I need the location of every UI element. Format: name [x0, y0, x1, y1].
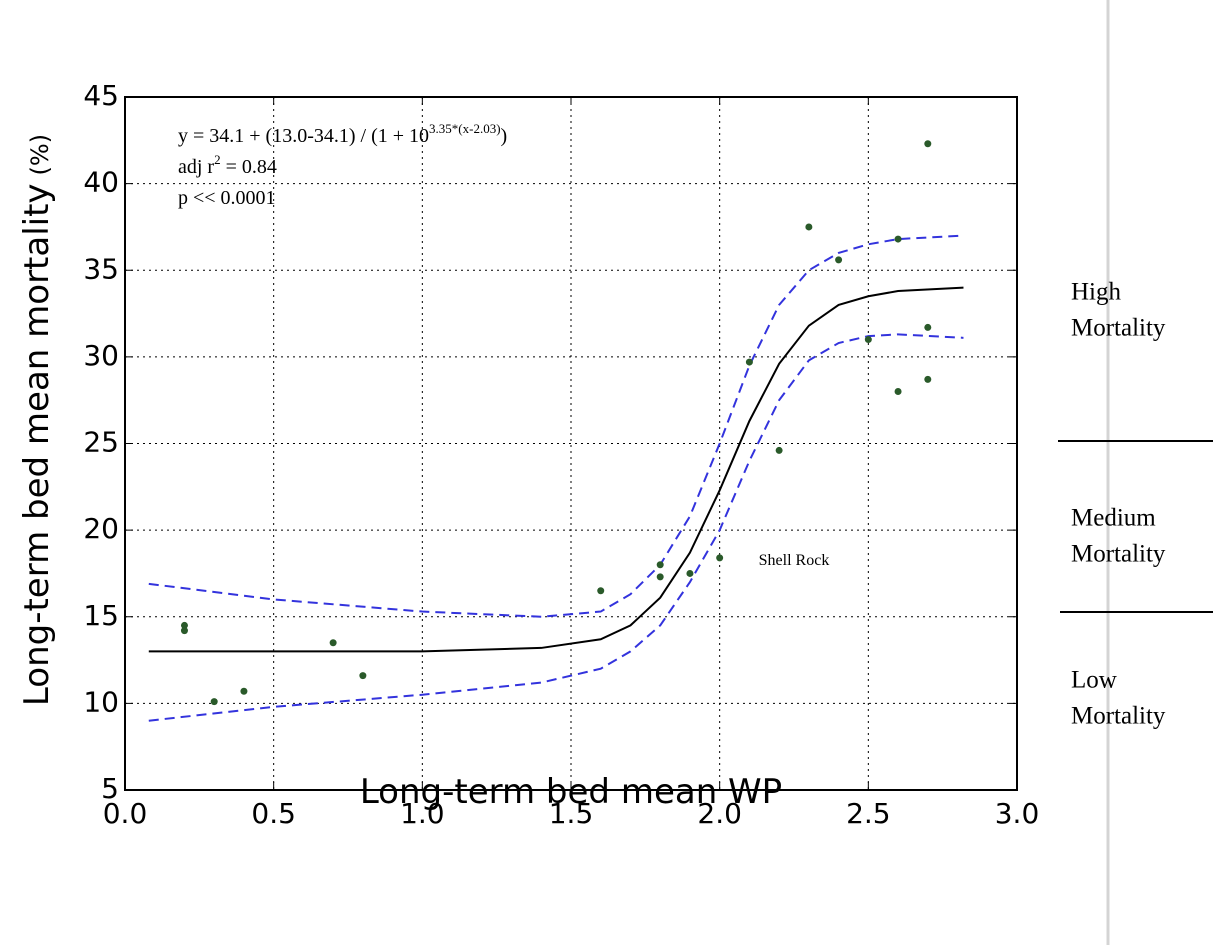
point [924, 323, 932, 331]
point [894, 235, 902, 243]
zone-label: High [1071, 279, 1122, 306]
zone-label: Mortality [1071, 541, 1166, 568]
point [716, 554, 724, 562]
zone-label: Mortality [1071, 703, 1166, 730]
y-tick-label: 10 [83, 685, 119, 718]
y-tick-label: 30 [83, 339, 119, 372]
r2-base: adj r [178, 156, 214, 178]
zone-label: Medium [1071, 505, 1156, 532]
x-tick-label: 3.0 [995, 797, 1040, 830]
point [359, 672, 367, 680]
point [686, 569, 694, 577]
y-tick-label: 15 [83, 599, 119, 632]
confidence-band [148, 234, 964, 618]
fit-curve [148, 286, 964, 653]
confidence-band [148, 333, 964, 722]
zone-label: Mortality [1071, 315, 1166, 342]
point [745, 358, 753, 366]
y-tick-label: 5 [101, 772, 119, 805]
point [924, 140, 932, 148]
point [240, 687, 248, 695]
x-tick-label: 2.5 [846, 797, 891, 830]
x-tick-label: 1.5 [549, 797, 594, 830]
point [597, 587, 605, 595]
point [924, 375, 932, 383]
point [180, 627, 188, 635]
point [656, 561, 664, 569]
y-tick-label: 40 [83, 166, 119, 199]
x-tick-label: 0.0 [103, 797, 148, 830]
x-tick-label: 1.0 [400, 797, 445, 830]
x-tick-label: 2.0 [697, 797, 742, 830]
point [775, 446, 783, 454]
x-tick-label: 0.5 [251, 797, 296, 830]
y-tick-label: 20 [83, 512, 119, 545]
point [864, 336, 872, 344]
eq-end: ) [501, 125, 508, 147]
point [656, 573, 664, 581]
r2-sup: 2 [214, 152, 221, 167]
point [805, 223, 813, 231]
r2-end: = 0.84 [221, 156, 277, 178]
p-value: p << 0.0001 [178, 187, 276, 209]
y-axis-label: Long-term bed mean mortality (%) [17, 134, 57, 706]
y-tick-label: 45 [83, 79, 119, 112]
point [210, 698, 218, 706]
eq-base: y = 34.1 + (13.0-34.1) / (1 + 10 [178, 125, 429, 147]
point [835, 256, 843, 264]
r-squared: adj r2 = 0.84 [178, 152, 277, 178]
plot-frame [124, 96, 1018, 791]
y-label-unit: (%) [26, 134, 54, 176]
point [894, 388, 902, 396]
zone-label: Low [1071, 667, 1117, 694]
y-label-text: Long-term bed mean mortality [17, 183, 57, 706]
y-tick-label: 25 [83, 426, 119, 459]
eq-sup: 3.35*(x-2.03) [429, 121, 501, 136]
annotation: Shell Rock [759, 552, 830, 569]
equation: y = 34.1 + (13.0-34.1) / (1 + 103.35*(x-… [178, 121, 507, 147]
point [180, 621, 188, 629]
point [329, 639, 337, 647]
x-axis-label: Long-term bed mean WP [360, 772, 782, 812]
y-tick-label: 35 [83, 252, 119, 285]
